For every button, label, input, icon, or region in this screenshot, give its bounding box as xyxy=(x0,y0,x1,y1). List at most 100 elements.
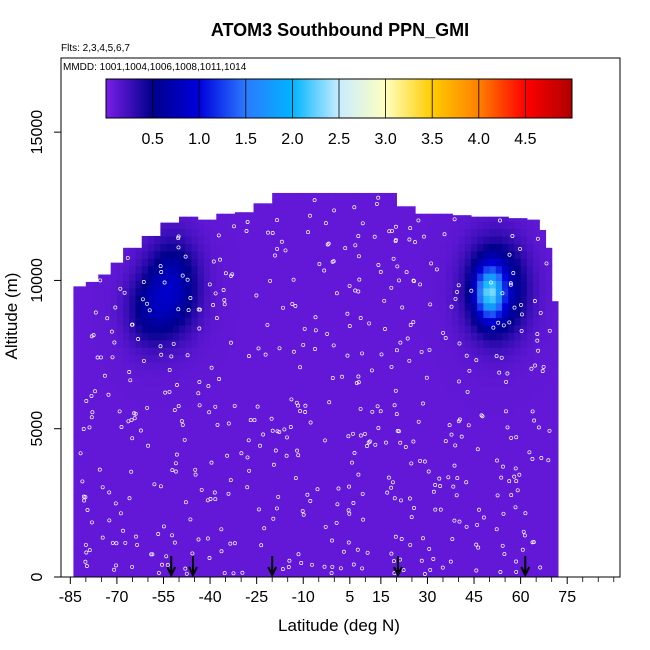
field-cell xyxy=(172,436,180,445)
sample-point xyxy=(513,466,518,471)
field-cell xyxy=(539,510,547,519)
field-cell xyxy=(495,502,503,511)
field-cell xyxy=(427,243,435,252)
field-cell xyxy=(446,235,453,244)
field-cell xyxy=(210,332,217,341)
field-cell xyxy=(234,369,242,378)
field-cell xyxy=(483,332,491,341)
field-cell xyxy=(551,406,559,415)
field-cell xyxy=(489,421,497,430)
sample-point xyxy=(362,431,367,436)
field-cell xyxy=(371,510,379,519)
sample-point xyxy=(159,352,164,357)
sample-point xyxy=(412,279,416,284)
field-cell xyxy=(222,488,230,497)
field-cell xyxy=(421,302,429,311)
field-cell xyxy=(346,265,354,274)
sample-point xyxy=(232,541,237,546)
field-cell xyxy=(396,317,404,326)
sample-point xyxy=(323,438,327,443)
field-cell xyxy=(241,317,248,326)
sample-point xyxy=(535,332,540,337)
sample-point xyxy=(538,310,543,315)
field-cell xyxy=(191,539,199,548)
field-cell xyxy=(371,539,379,548)
field-cell xyxy=(533,317,540,326)
field-cell xyxy=(458,376,466,385)
field-cell xyxy=(533,421,540,430)
field-cell xyxy=(166,273,174,282)
field-cell xyxy=(166,369,174,378)
field-cell xyxy=(365,213,373,222)
field-cell xyxy=(539,562,547,571)
field-cell xyxy=(464,235,472,244)
field-cell xyxy=(408,221,416,230)
field-cell xyxy=(79,354,87,363)
field-cell xyxy=(340,273,348,282)
y-tick-label: 0 xyxy=(29,572,46,581)
field-cell xyxy=(253,361,261,370)
sample-point xyxy=(270,428,275,433)
field-cell xyxy=(340,221,348,230)
field-cell xyxy=(284,302,292,311)
field-cell xyxy=(470,369,478,378)
sample-point xyxy=(419,558,424,563)
field-cell xyxy=(309,192,317,200)
field-cell xyxy=(415,517,422,526)
field-cell xyxy=(470,532,478,541)
field-cell xyxy=(166,287,174,296)
field-cell xyxy=(179,235,186,244)
sample-point xyxy=(539,456,544,460)
field-cell xyxy=(551,384,559,393)
field-cell xyxy=(147,488,155,497)
field-cell xyxy=(421,213,429,222)
field-cell xyxy=(526,406,534,415)
sample-point xyxy=(350,460,354,465)
field-cell xyxy=(408,376,416,385)
field-cell xyxy=(203,428,211,437)
field-cell xyxy=(185,413,193,422)
field-cell xyxy=(334,221,342,230)
field-cell xyxy=(321,465,329,474)
field-cell xyxy=(458,399,466,408)
field-cell xyxy=(129,532,137,541)
field-cell xyxy=(514,317,522,326)
field-cell xyxy=(359,213,366,222)
field-cell xyxy=(278,406,286,415)
field-cell xyxy=(104,554,112,563)
field-cell xyxy=(396,273,404,282)
field-cell xyxy=(383,221,391,230)
field-cell xyxy=(439,458,447,467)
field-cell xyxy=(520,361,528,370)
sample-point xyxy=(83,542,88,547)
field-cell xyxy=(272,510,279,519)
sample-point xyxy=(114,563,119,568)
field-cell xyxy=(551,473,559,482)
field-cell xyxy=(328,391,335,400)
field-cell xyxy=(334,488,342,497)
field-cell xyxy=(526,310,534,319)
field-cell xyxy=(247,525,255,534)
field-cell xyxy=(402,235,410,244)
field-cell xyxy=(383,554,391,563)
field-cell xyxy=(98,406,106,415)
field-cell xyxy=(241,547,248,556)
field-cell xyxy=(501,539,509,548)
sample-point xyxy=(530,540,535,545)
sample-point xyxy=(197,326,202,331)
field-cell xyxy=(396,302,404,311)
field-cell xyxy=(315,273,323,282)
field-cell xyxy=(92,450,99,459)
field-cell xyxy=(197,473,205,482)
field-cell xyxy=(147,569,155,577)
field-cell xyxy=(520,302,528,311)
field-cell xyxy=(73,495,81,504)
field-cell xyxy=(452,317,460,326)
field-cell xyxy=(470,384,478,393)
field-cell xyxy=(278,295,286,304)
sample-point xyxy=(347,283,352,288)
field-cell xyxy=(247,361,255,370)
field-cell xyxy=(359,317,366,326)
field-cell xyxy=(234,421,242,430)
field-cell xyxy=(179,347,186,356)
